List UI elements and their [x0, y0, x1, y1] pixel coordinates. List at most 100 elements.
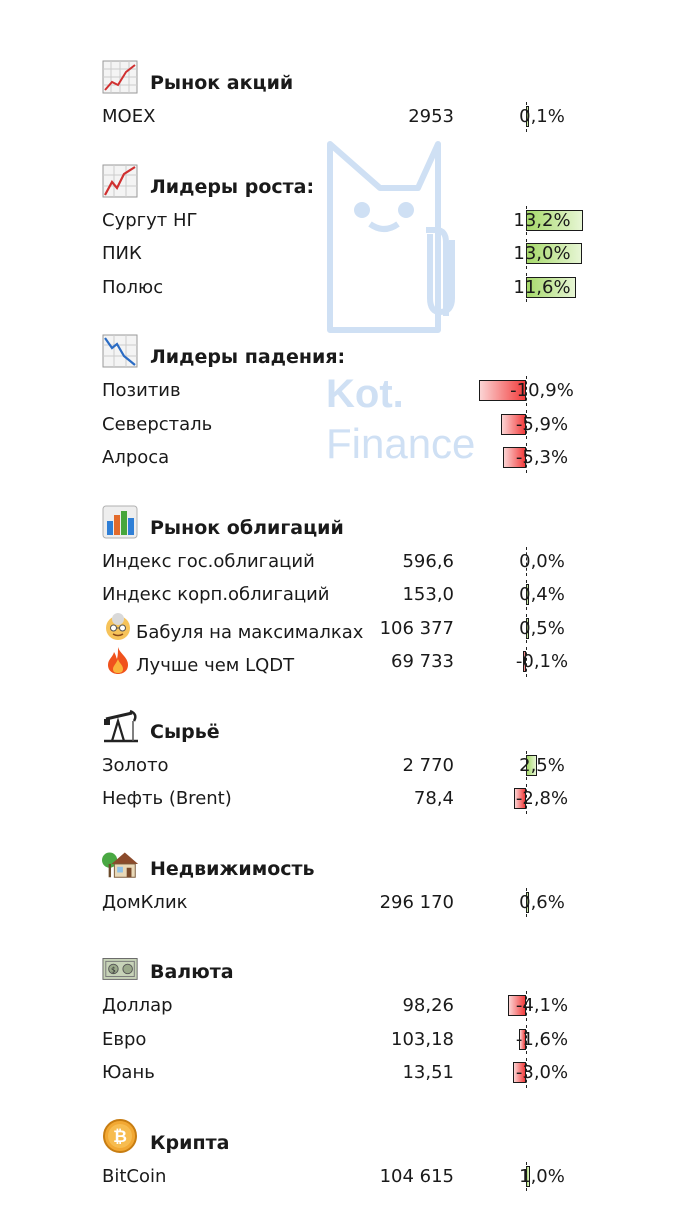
- section-title: Лидеры роста:: [150, 175, 315, 198]
- section-crypto: ₿ Крипта BitCoin 104 615 1,0%: [102, 1112, 622, 1194]
- pct-cell: 2,5%: [502, 749, 582, 783]
- section-stocks: Рынок акций MOEX 2953 0,1%: [102, 52, 622, 134]
- pct-cell: -1,6%: [502, 1023, 582, 1057]
- row-pct: 0,6%: [519, 891, 565, 913]
- zero-axis: [526, 272, 527, 302]
- table-row: Лучше чем LQDT 69 733 -0,1%: [102, 645, 622, 679]
- table-row: ДомКлик 296 170 0,6%: [102, 886, 622, 920]
- row-value: 78,4: [413, 788, 454, 809]
- row-value: 596,6: [402, 550, 454, 572]
- pct-bar: [513, 788, 526, 809]
- row-pct: 0,5%: [519, 617, 565, 639]
- pct-cell: 11,6%: [502, 271, 582, 305]
- row-value: 69 733: [391, 651, 454, 672]
- section-title: Недвижимость: [150, 857, 315, 880]
- trend-up-chart-icon: [102, 160, 140, 198]
- table-row: Евро 103,18 -1,6%: [102, 1023, 622, 1057]
- section-title: Рынок облигаций: [150, 516, 344, 539]
- row-name: Золото: [102, 754, 169, 776]
- pct-cell: 1,0%: [502, 1160, 582, 1194]
- pct-cell: -3,0%: [502, 1056, 582, 1090]
- zero-axis: [526, 750, 527, 780]
- row-pct: -5,3%: [515, 447, 569, 468]
- section-bonds: Рынок облигаций Индекс гос.облигаций 596…: [102, 497, 622, 679]
- row-pct: -2,8%: [515, 788, 569, 809]
- row-name: Индекс корп.облигаций: [102, 584, 330, 605]
- row-name: ПИК: [102, 243, 142, 264]
- zero-axis: [526, 205, 527, 235]
- zero-axis: [526, 1161, 527, 1191]
- row-name: Доллар: [102, 995, 173, 1016]
- row-name-with-icon: Лучше чем LQDT: [102, 645, 294, 687]
- row-name: Северсталь: [102, 413, 213, 435]
- section-title: Сырьё: [150, 720, 220, 743]
- section-header: Недвижимость: [102, 838, 622, 886]
- section-header: Лидеры роста:: [102, 156, 622, 204]
- pct-cell: 0,4%: [502, 578, 582, 612]
- row-name: BitCoin: [102, 1165, 167, 1187]
- zero-axis: [526, 546, 527, 576]
- svg-text:₿: ₿: [113, 1127, 127, 1147]
- row-pct: 13,0%: [513, 243, 571, 264]
- zero-axis: [526, 613, 527, 643]
- row-value: 106 377: [379, 617, 454, 639]
- pct-cell: 0,1%: [502, 100, 582, 134]
- row-name: Сургут НГ: [102, 209, 198, 231]
- section-title: Крипта: [150, 1131, 230, 1154]
- section-header: Рынок облигаций: [102, 497, 622, 545]
- row-pct: 11,6%: [513, 276, 571, 298]
- zero-axis: [526, 887, 527, 917]
- pct-bar: [479, 380, 526, 401]
- pct-cell: 0,6%: [502, 886, 582, 920]
- zero-axis: [526, 991, 527, 1021]
- pct-cell: -2,8%: [502, 782, 582, 816]
- zero-axis: [526, 409, 527, 439]
- zero-axis: [526, 784, 527, 814]
- section-title: Лидеры падения:: [150, 346, 346, 368]
- row-value: 103,18: [391, 1028, 454, 1050]
- zero-axis: [526, 647, 527, 677]
- trend-down-chart-icon: [102, 330, 140, 368]
- row-pct: -4,1%: [515, 995, 569, 1016]
- row-name: Бабуля на максималках: [136, 621, 364, 643]
- table-row: Золото 2 770 2,5%: [102, 749, 622, 783]
- row-pct: 0,0%: [519, 550, 565, 572]
- row-name: Полюс: [102, 276, 164, 298]
- row-name-with-icon: Бабуля на максималках: [102, 612, 363, 654]
- row-name: Позитив: [102, 380, 181, 401]
- row-value: 2 770: [402, 754, 454, 776]
- pct-bar: [508, 995, 526, 1016]
- banknote-icon: $: [102, 945, 140, 983]
- zero-axis: [526, 443, 527, 473]
- row-value: 2953: [408, 106, 454, 127]
- row-value: 296 170: [379, 891, 454, 913]
- row-pct: -3,0%: [515, 1062, 569, 1083]
- row-name: Индекс гос.облигаций: [102, 550, 315, 572]
- pct-cell: 0,0%: [502, 545, 582, 579]
- row-value: 153,0: [402, 584, 454, 605]
- fire-icon: [102, 645, 136, 687]
- table-row: Индекс гос.облигаций 596,6 0,0%: [102, 545, 622, 579]
- bitcoin-icon: ₿: [102, 1116, 140, 1154]
- row-pct: 1,0%: [519, 1165, 565, 1187]
- section-currency: $ Валюта Доллар 98,26 -4,1% Евро 103,18 …: [102, 941, 622, 1090]
- section-header: Лидеры падения:: [102, 326, 622, 374]
- row-name: MOEX: [102, 106, 156, 127]
- section-header: $ Валюта: [102, 941, 622, 989]
- table-row: ПИК 13,0%: [102, 237, 622, 271]
- row-value: 98,26: [402, 995, 454, 1016]
- table-row: Юань 13,51 -3,0%: [102, 1056, 622, 1090]
- stock-chart-icon: [102, 56, 140, 94]
- market-summary: Рынок акций MOEX 2953 0,1% Лидеры роста:…: [102, 52, 622, 1215]
- watermark-finance: Finance: [326, 420, 476, 467]
- table-row: BitCoin 104 615 1,0%: [102, 1160, 622, 1194]
- row-name: Евро: [102, 1028, 147, 1050]
- section-realty: Недвижимость ДомКлик 296 170 0,6%: [102, 838, 622, 920]
- pct-cell: -5,3%: [502, 441, 582, 475]
- pct-bar: [500, 413, 526, 435]
- pct-bar: [503, 447, 526, 468]
- section-header: ₿ Крипта: [102, 1112, 622, 1160]
- zero-axis: [526, 1024, 527, 1054]
- svg-text:$: $: [111, 965, 116, 974]
- row-pct: -10,9%: [510, 380, 574, 401]
